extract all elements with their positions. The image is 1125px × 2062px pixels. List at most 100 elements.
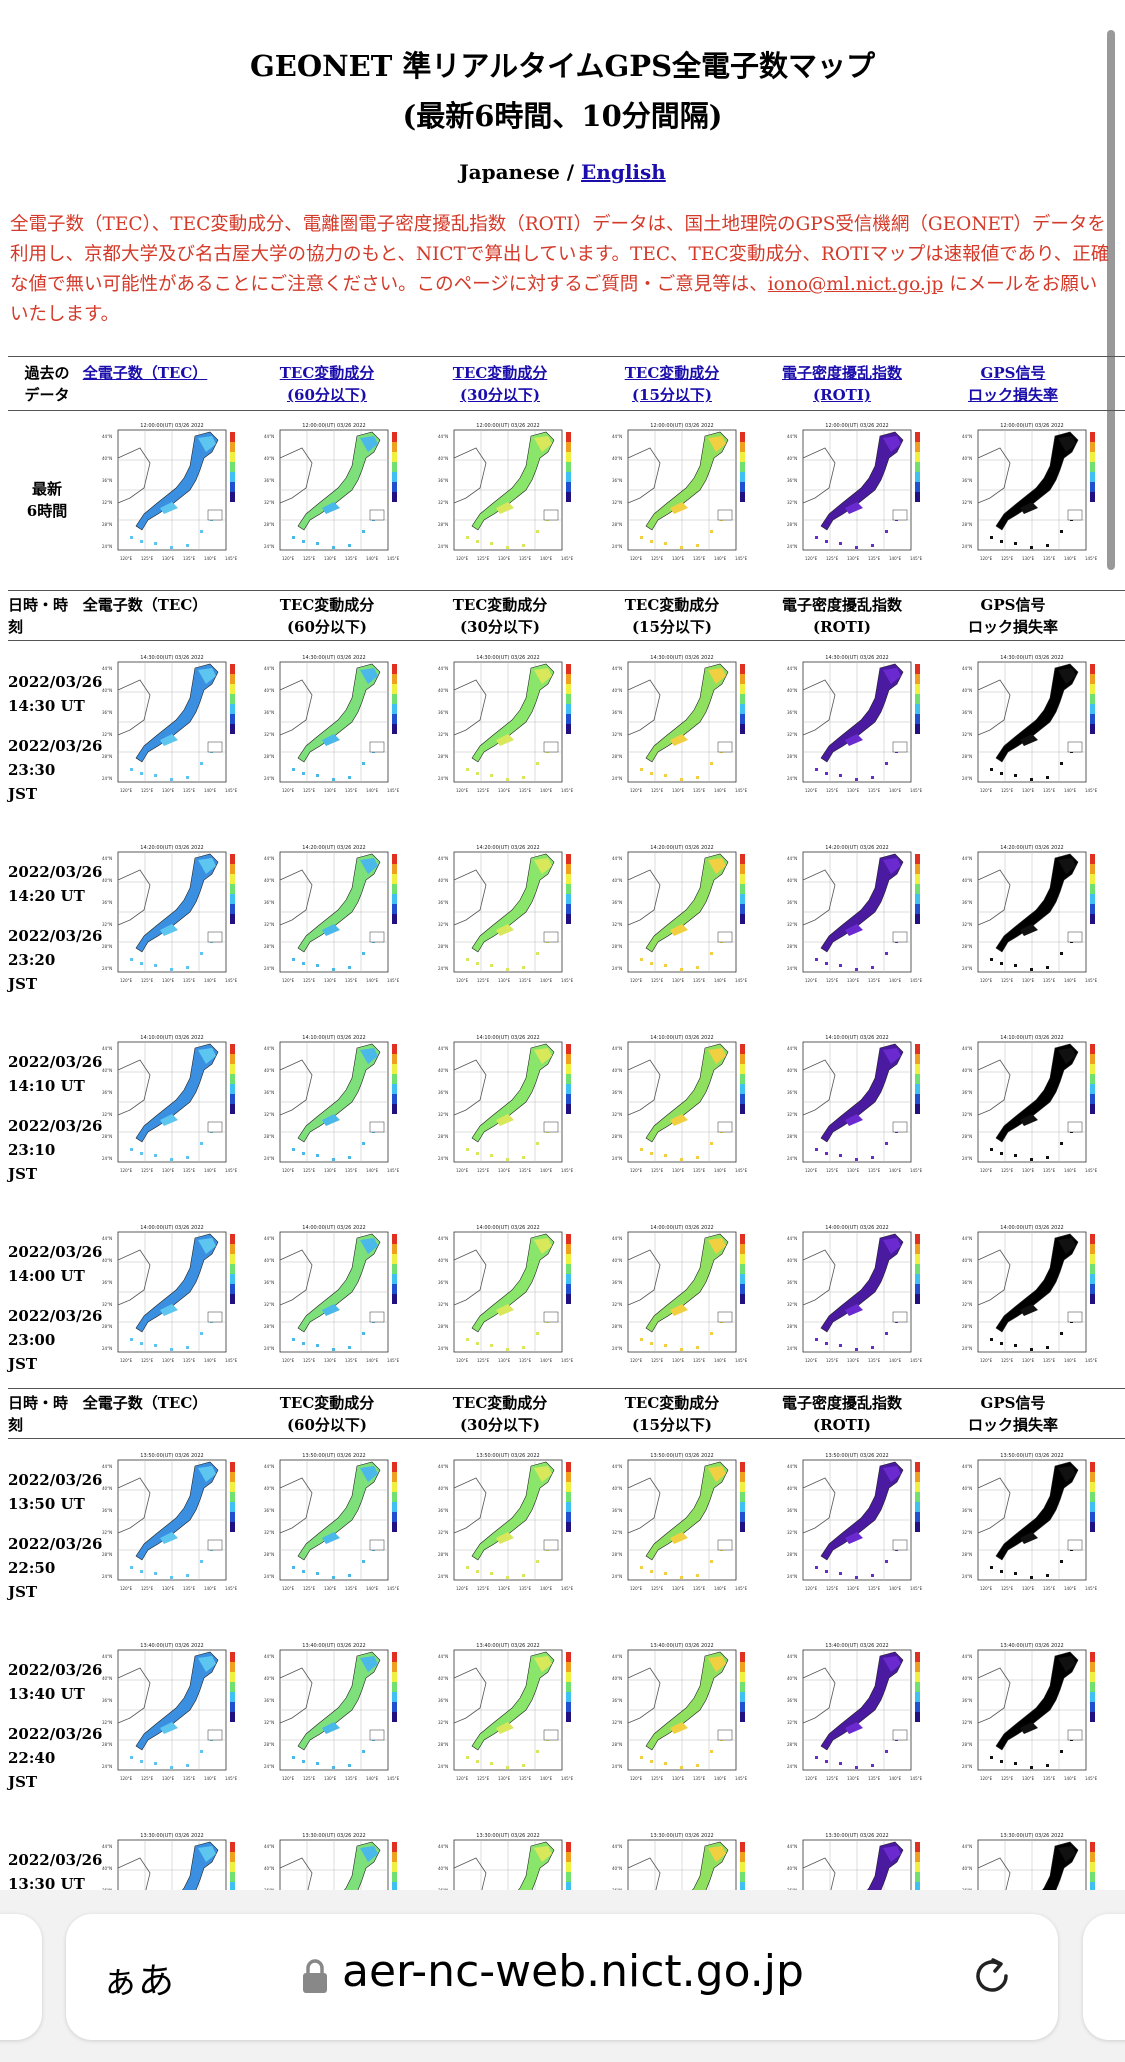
svg-text:13:40:00(UT) 03/26 2022: 13:40:00(UT) 03/26 2022 bbox=[1000, 1643, 1063, 1649]
map-thumbnail-dtec30[interactable]: 14:00:00(UT) 03/26 2022 120°E 125°E 130°E 13… bbox=[436, 1220, 586, 1370]
svg-text:32°N: 32°N bbox=[787, 922, 797, 927]
svg-text:24°N: 24°N bbox=[962, 1156, 972, 1161]
map-thumbnail-lol[interactable]: 14:20:00(UT) 03/26 2022 120°E 125°E 130°E 13… bbox=[960, 840, 1110, 990]
svg-text:36°N: 36°N bbox=[264, 1888, 274, 1890]
map-thumbnail-dtec30[interactable]: 13:30:00(UT) 03/26 2022120°E125°E130°E13… bbox=[436, 1828, 586, 1890]
map-thumbnail-dtec15[interactable]: 13:40:00(UT) 03/26 2022 120°E 125°E 130°E 13… bbox=[610, 1638, 760, 1788]
svg-text:120°E: 120°E bbox=[120, 1586, 133, 1591]
map-thumbnail-roti[interactable]: 14:30:00(UT) 03/26 2022 120°E 125°E 130°E 13… bbox=[785, 650, 935, 800]
map-thumbnail-dtec15[interactable]: 12:00:00(UT) 03/26 2022 120°E 125°E 130°E 13… bbox=[610, 418, 760, 568]
svg-text:36°N: 36°N bbox=[264, 1698, 274, 1703]
svg-text:13:30:00(UT) 03/26 2022: 13:30:00(UT) 03/26 2022 bbox=[476, 1833, 539, 1839]
archive-link-2[interactable]: TEC変動成分 (30分以下) bbox=[452, 364, 548, 404]
map-thumbnail-dtec30[interactable]: 12:00:00(UT) 03/26 2022 120°E 125°E 130°E 13… bbox=[436, 418, 586, 568]
map-thumbnail-tec[interactable]: 13:40:00(UT) 03/26 2022 120°E 125°E 130°E 13… bbox=[100, 1638, 250, 1788]
browser-toolbar: ぁあ aer-nc-web.nict.go.jp bbox=[0, 1890, 1125, 2062]
map-image: 12:00:00(UT) 03/26 2022 120°E 125°E 130°E 13… bbox=[962, 423, 1098, 561]
svg-text:125°E: 125°E bbox=[141, 788, 154, 793]
english-link[interactable]: English bbox=[581, 160, 666, 184]
map-thumbnail-lol[interactable]: 13:30:00(UT) 03/26 2022120°E125°E130°E13… bbox=[960, 1828, 1110, 1890]
map-thumbnail-roti[interactable]: 12:00:00(UT) 03/26 2022 120°E 125°E 130°E 13… bbox=[785, 418, 935, 568]
previous-tab-preview[interactable] bbox=[0, 1914, 42, 2040]
map-thumbnail-dtec60[interactable]: 13:40:00(UT) 03/26 2022 120°E 125°E 130°E 13… bbox=[262, 1638, 412, 1788]
address-bar[interactable]: ぁあ aer-nc-web.nict.go.jp bbox=[66, 1914, 1058, 2040]
map-thumbnail-dtec30[interactable]: 14:20:00(UT) 03/26 2022 120°E 125°E 130°E 13… bbox=[436, 840, 586, 990]
map-thumbnail-lol[interactable]: 14:30:00(UT) 03/26 2022 120°E 125°E 130°E 13… bbox=[960, 650, 1110, 800]
contact-email-link[interactable]: iono@ml.nict.go.jp bbox=[767, 274, 944, 295]
map-thumbnail-dtec15[interactable]: 13:50:00(UT) 03/26 2022 120°E 125°E 130°E 13… bbox=[610, 1448, 760, 1598]
next-tab-preview[interactable] bbox=[1083, 1914, 1125, 2040]
svg-text:12:00:00(UT) 03/26 2022: 12:00:00(UT) 03/26 2022 bbox=[140, 423, 203, 429]
archive-link-1[interactable]: TEC変動成分 (60分以下) bbox=[279, 364, 375, 404]
svg-text:44°N: 44°N bbox=[264, 1844, 274, 1849]
map-thumbnail-dtec60[interactable]: 14:20:00(UT) 03/26 2022 120°E 125°E 130°E 13… bbox=[262, 840, 412, 990]
map-thumbnail-lol[interactable]: 12:00:00(UT) 03/26 2022 120°E 125°E 130°E 13… bbox=[960, 418, 1110, 568]
map-thumbnail-tec[interactable]: 12:00:00(UT) 03/26 2022 120°E 125°E 130°E 13… bbox=[100, 418, 250, 568]
map-thumbnail-roti[interactable]: 14:10:00(UT) 03/26 2022 120°E 125°E 130°E 13… bbox=[785, 1030, 935, 1180]
map-thumbnail-dtec30[interactable]: 13:50:00(UT) 03/26 2022 120°E 125°E 130°E 13… bbox=[436, 1448, 586, 1598]
svg-text:44°N: 44°N bbox=[438, 856, 448, 861]
map-thumbnail-tec[interactable]: 13:50:00(UT) 03/26 2022 120°E 125°E 130°E 13… bbox=[100, 1448, 250, 1598]
map-thumbnail-dtec60[interactable]: 14:30:00(UT) 03/26 2022 120°E 125°E 130°E 13… bbox=[262, 650, 412, 800]
archive-link-0[interactable]: 全電子数（TEC） bbox=[82, 364, 208, 382]
svg-text:140°E: 140°E bbox=[889, 1776, 902, 1781]
map-thumbnail-roti[interactable]: 13:40:00(UT) 03/26 2022 120°E 125°E 130°E 13… bbox=[785, 1638, 935, 1788]
map-thumbnail-dtec30[interactable]: 13:40:00(UT) 03/26 2022 120°E 125°E 130°E 13… bbox=[436, 1638, 586, 1788]
reload-icon[interactable] bbox=[966, 1950, 1018, 2002]
map-thumbnail-dtec60[interactable]: 13:50:00(UT) 03/26 2022 120°E 125°E 130°E 13… bbox=[262, 1448, 412, 1598]
map-thumbnail-dtec60[interactable]: 14:10:00(UT) 03/26 2022 120°E 125°E 130°E 13… bbox=[262, 1030, 412, 1180]
svg-text:145°E: 145°E bbox=[561, 978, 574, 983]
svg-text:24°N: 24°N bbox=[612, 776, 622, 781]
link-header-2: TEC変動成分 (30分以下) bbox=[415, 362, 585, 406]
url-text[interactable]: aer-nc-web.nict.go.jp bbox=[342, 1946, 804, 1997]
map-image: 14:20:00(UT) 03/26 2022 120°E 125°E 130°E 13… bbox=[962, 845, 1098, 983]
svg-text:14:10:00(UT) 03/26 2022: 14:10:00(UT) 03/26 2022 bbox=[650, 1035, 713, 1041]
map-thumbnail-tec[interactable]: 13:30:00(UT) 03/26 2022120°E125°E130°E13… bbox=[100, 1828, 250, 1890]
svg-text:140°E: 140°E bbox=[540, 978, 553, 983]
map-thumbnail-dtec60[interactable]: 12:00:00(UT) 03/26 2022 120°E 125°E 130°E 13… bbox=[262, 418, 412, 568]
map-thumbnail-dtec15[interactable]: 14:30:00(UT) 03/26 2022 120°E 125°E 130°E 13… bbox=[610, 650, 760, 800]
map-thumbnail-roti[interactable]: 13:30:00(UT) 03/26 2022120°E125°E130°E13… bbox=[785, 1828, 935, 1890]
map-thumbnail-lol[interactable]: 13:50:00(UT) 03/26 2022 120°E 125°E 130°E 13… bbox=[960, 1448, 1110, 1598]
map-thumbnail-dtec15[interactable]: 13:30:00(UT) 03/26 2022120°E125°E130°E13… bbox=[610, 1828, 760, 1890]
map-thumbnail-roti[interactable]: 14:20:00(UT) 03/26 2022 120°E 125°E 130°E 13… bbox=[785, 840, 935, 990]
svg-text:24°N: 24°N bbox=[102, 1764, 112, 1769]
archive-link-4[interactable]: 電子密度擾乱指数 (ROTI) bbox=[781, 364, 902, 404]
map-thumbnail-roti[interactable]: 14:00:00(UT) 03/26 2022 120°E 125°E 130°E 13… bbox=[785, 1220, 935, 1370]
map-thumbnail-tec[interactable]: 14:20:00(UT) 03/26 2022 120°E 125°E 130°E 13… bbox=[100, 840, 250, 990]
svg-text:120°E: 120°E bbox=[120, 1168, 133, 1173]
svg-text:40°N: 40°N bbox=[962, 1258, 972, 1263]
svg-text:36°N: 36°N bbox=[438, 1508, 448, 1513]
map-thumbnail-lol[interactable]: 13:40:00(UT) 03/26 2022 120°E 125°E 130°E 13… bbox=[960, 1638, 1110, 1788]
map-thumbnail-tec[interactable]: 14:00:00(UT) 03/26 2022 120°E 125°E 130°E 13… bbox=[100, 1220, 250, 1370]
map-image: 14:00:00(UT) 03/26 2022 120°E 125°E 130°E 13… bbox=[102, 1225, 238, 1363]
map-image: 13:50:00(UT) 03/26 2022 120°E 125°E 130°E 13… bbox=[612, 1453, 748, 1591]
map-thumbnail-dtec60[interactable]: 13:30:00(UT) 03/26 2022120°E125°E130°E13… bbox=[262, 1828, 412, 1890]
svg-text:120°E: 120°E bbox=[630, 978, 643, 983]
svg-text:130°E: 130°E bbox=[847, 1776, 860, 1781]
svg-text:40°N: 40°N bbox=[787, 1486, 797, 1491]
map-thumbnail-dtec15[interactable]: 14:00:00(UT) 03/26 2022 120°E 125°E 130°E 13… bbox=[610, 1220, 760, 1370]
archive-link-3[interactable]: TEC変動成分 (15分以下) bbox=[624, 364, 720, 404]
map-thumbnail-lol[interactable]: 14:10:00(UT) 03/26 2022 120°E 125°E 130°E 13… bbox=[960, 1030, 1110, 1180]
map-thumbnail-lol[interactable]: 14:00:00(UT) 03/26 2022 120°E 125°E 130°E 13… bbox=[960, 1220, 1110, 1370]
svg-text:36°N: 36°N bbox=[962, 1698, 972, 1703]
map-thumbnail-dtec15[interactable]: 14:10:00(UT) 03/26 2022 120°E 125°E 130°E 13… bbox=[610, 1030, 760, 1180]
svg-text:125°E: 125°E bbox=[303, 788, 316, 793]
map-thumbnail-tec[interactable]: 14:10:00(UT) 03/26 2022 120°E 125°E 130°E 13… bbox=[100, 1030, 250, 1180]
svg-text:28°N: 28°N bbox=[102, 1552, 112, 1557]
map-thumbnail-dtec15[interactable]: 14:20:00(UT) 03/26 2022 120°E 125°E 130°E 13… bbox=[610, 840, 760, 990]
map-image: 13:50:00(UT) 03/26 2022 120°E 125°E 130°E 13… bbox=[962, 1453, 1098, 1591]
svg-text:28°N: 28°N bbox=[102, 1134, 112, 1139]
page-settings-button[interactable]: ぁあ bbox=[102, 1961, 175, 2002]
group1-time-0: 2022/03/26 14:30 UT 2022/03/26 23:30 JST bbox=[8, 673, 103, 803]
map-thumbnail-dtec30[interactable]: 14:10:00(UT) 03/26 2022 120°E 125°E 130°E 13… bbox=[436, 1030, 586, 1180]
map-thumbnail-tec[interactable]: 14:30:00(UT) 03/26 2022 120°E 125°E 130°E 13… bbox=[100, 650, 250, 800]
scrollbar[interactable] bbox=[1107, 30, 1115, 570]
map-thumbnail-roti[interactable]: 13:50:00(UT) 03/26 2022 120°E 125°E 130°E 13… bbox=[785, 1448, 935, 1598]
svg-text:130°E: 130°E bbox=[847, 1168, 860, 1173]
map-thumbnail-dtec30[interactable]: 14:30:00(UT) 03/26 2022 120°E 125°E 130°E 13… bbox=[436, 650, 586, 800]
archive-link-5[interactable]: GPS信号 ロック損失率 bbox=[967, 364, 1058, 404]
map-thumbnail-dtec60[interactable]: 14:00:00(UT) 03/26 2022 120°E 125°E 130°E 13… bbox=[262, 1220, 412, 1370]
svg-text:44°N: 44°N bbox=[612, 1464, 622, 1469]
